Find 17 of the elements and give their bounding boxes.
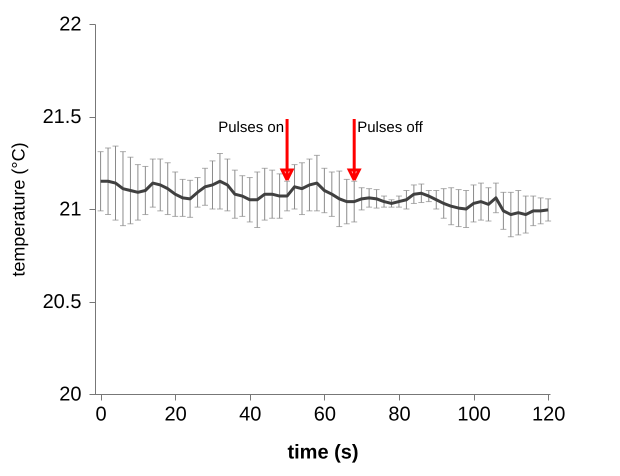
y-tick-label: 21 (59, 198, 82, 220)
x-tick-label: 0 (96, 404, 107, 426)
x-tick-label: 40 (239, 404, 262, 426)
y-tick-label: 20 (59, 384, 82, 406)
x-tick-label: 80 (388, 404, 411, 426)
y-axis-title: temperature (°C) (8, 142, 29, 277)
x-tick-label: 120 (532, 404, 566, 426)
y-tick-label: 20.5 (42, 291, 82, 313)
x-tick-label: 60 (314, 404, 336, 426)
line-series (99, 180, 550, 216)
ref-line-label: Pulses on (218, 119, 284, 136)
y-tick-label: 21.5 (42, 106, 82, 128)
ref-line-label: Pulses off (357, 119, 424, 136)
x-tick-label: 20 (164, 404, 187, 426)
x-axis-title: time (s) (287, 442, 359, 464)
y-tick-label: 22 (59, 14, 82, 36)
x-tick-label: 100 (457, 404, 491, 426)
